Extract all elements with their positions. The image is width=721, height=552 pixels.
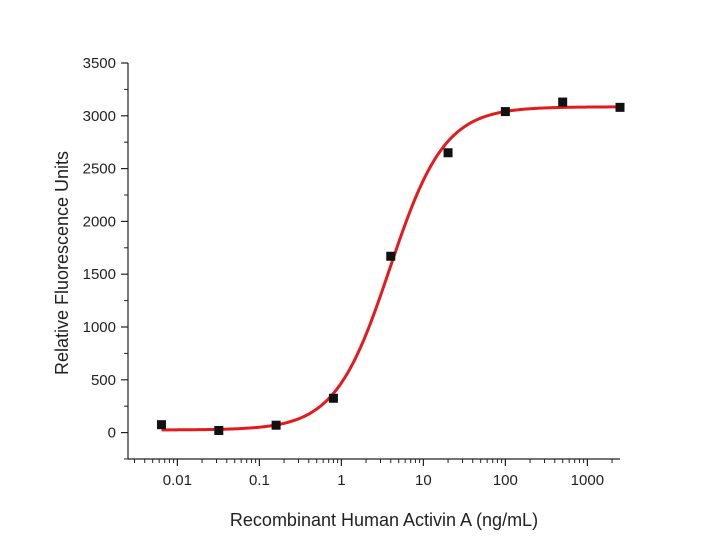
x-tick-label: 1000 [571,472,604,489]
y-tick-label: 3500 [83,55,116,72]
data-point [214,425,224,435]
y-tick-label: 1000 [83,319,116,336]
y-tick-label: 1500 [83,266,116,283]
x-axis-title: Recombinant Human Activin A (ng/mL) [230,510,538,530]
x-tick-label: 0.1 [249,472,270,489]
data-point [615,102,625,112]
data-point [156,420,166,430]
fit-curve-layer [161,105,620,432]
data-point [271,420,281,430]
x-tick-label: 1 [337,472,345,489]
data-point [558,97,568,107]
data-point [386,251,396,261]
data-point [443,148,453,158]
y-tick-label: 2500 [83,161,116,178]
y-tick-label: 3000 [83,108,116,125]
y-tick-label: 0 [108,425,116,442]
data-points-layer [156,97,625,435]
data-point [500,107,510,117]
y-tick-label: 2000 [83,213,116,230]
x-axis: 0.01 0.1 1 10 100 1000 [128,458,620,489]
x-tick-label: 100 [493,472,518,489]
fit-curve [161,105,620,432]
y-axis: 0 500 1000 1500 2000 2500 3000 3500 [83,55,129,460]
y-axis-title: Relative Fluorescence Units [52,151,72,375]
x-tick-label: 0.01 [163,472,192,489]
data-point [328,393,338,403]
y-tick-label: 500 [91,372,116,389]
x-tick-label: 10 [415,472,432,489]
